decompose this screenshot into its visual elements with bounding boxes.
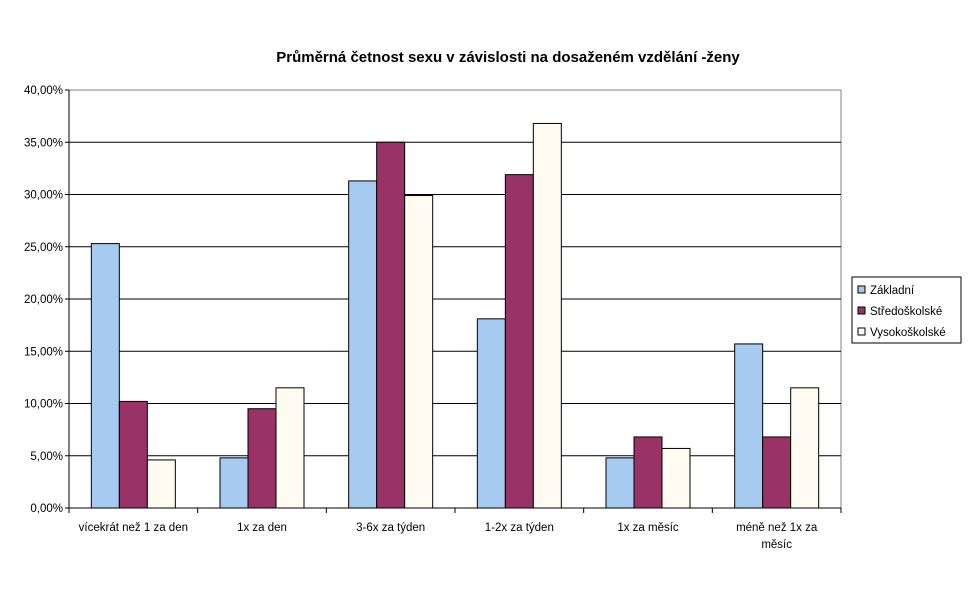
y-tick-label: 40,00%	[24, 85, 63, 97]
legend-swatch	[857, 327, 866, 336]
legend-box	[851, 276, 962, 344]
grid	[68, 89, 842, 509]
bar	[348, 180, 378, 509]
y-tick-label: 10,00%	[24, 399, 63, 411]
bar	[376, 141, 406, 509]
legend: Základní Středoškolské Vysokoškolské	[851, 276, 962, 344]
bar	[219, 457, 249, 509]
axes: 0,00% 5,00% 10,00% 15,00% 20,00% 25,00% 30,00%…	[24, 85, 842, 551]
bar	[633, 436, 663, 509]
y-tick-label: 20,00%	[24, 294, 63, 306]
chart-title: Průměrná četnost sexu v závislosti na do…	[276, 49, 740, 66]
x-tick-label: měsíc	[761, 539, 792, 551]
x-tick-label: 1x za den	[237, 522, 287, 534]
legend-label: Vysokoškolské	[870, 327, 946, 339]
y-tick-label: 15,00%	[24, 346, 63, 358]
y-tick-label: 0,00%	[30, 503, 63, 515]
x-tick-label: méně než 1x za	[736, 522, 818, 534]
x-tick-label: 1x za měsíc	[617, 522, 679, 534]
bar	[661, 447, 691, 509]
x-tick-label: vícekrát než 1 za den	[79, 522, 188, 534]
bar	[790, 387, 820, 509]
bar	[605, 457, 635, 509]
legend-label: Středoškolské	[870, 306, 942, 318]
bar	[762, 436, 792, 509]
bar	[275, 387, 305, 509]
bar	[532, 122, 562, 509]
bar	[146, 459, 176, 509]
x-tick-label: 3-6x za týden	[356, 522, 425, 534]
bar	[90, 243, 120, 509]
legend-label: Základní	[870, 285, 915, 297]
bar	[734, 343, 764, 509]
y-tick-label: 5,00%	[30, 451, 63, 463]
bar	[504, 174, 534, 509]
bar	[476, 318, 506, 509]
bar	[247, 408, 277, 509]
y-tick-label: 25,00%	[24, 242, 63, 254]
bar	[118, 400, 148, 509]
y-tick-label: 30,00%	[24, 190, 63, 202]
bar	[404, 195, 434, 509]
legend-swatch	[857, 306, 866, 315]
y-tick-label: 35,00%	[24, 137, 63, 149]
legend-swatch	[857, 285, 866, 294]
x-tick-label: 1-2x za týden	[485, 522, 554, 534]
